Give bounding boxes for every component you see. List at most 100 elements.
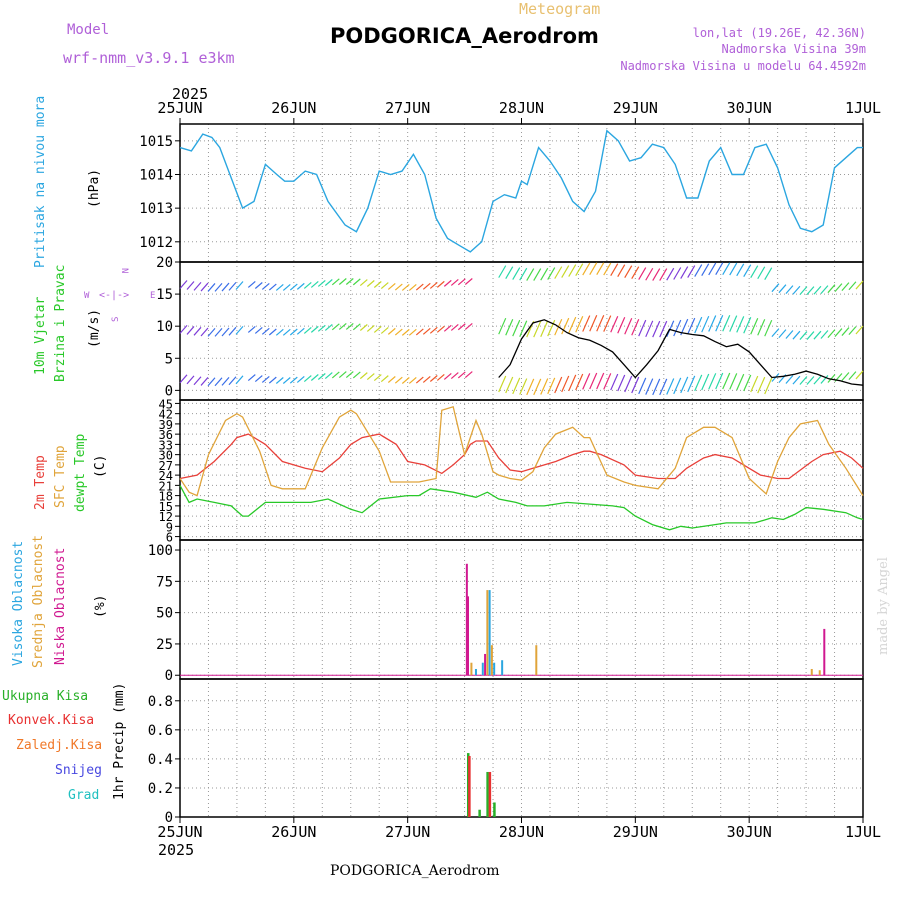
wind-barb	[207, 377, 216, 387]
y-tick-label-precip: 0.2	[148, 781, 173, 797]
wind-barb	[401, 377, 410, 384]
wind-barb	[645, 378, 654, 395]
wind-barb	[596, 262, 605, 275]
y-tick-label-cloud: 0	[165, 668, 173, 684]
wind-barb	[345, 278, 354, 285]
dewpt-line	[179, 485, 864, 531]
wind-barb	[275, 377, 284, 384]
wind-barb	[750, 265, 759, 279]
y-tick-label-pressure: 1012	[139, 235, 173, 251]
wind-barb	[303, 375, 312, 382]
wind-barb	[848, 281, 857, 291]
wind-barb	[422, 375, 431, 383]
conv-precip-label: Konvek.Kisa	[8, 713, 94, 728]
wind-barb	[193, 326, 202, 336]
sfc-temp-label: SFC Temp	[53, 445, 68, 508]
wind-barb	[408, 328, 417, 336]
wind-barb	[764, 319, 773, 337]
cloud-bar-low	[466, 596, 469, 676]
y-tick-label-temperature: 27	[159, 459, 173, 473]
wind-barb	[540, 378, 549, 395]
y-tick-label-cloud: 75	[156, 574, 173, 590]
y-tick-label-precip: 0.8	[148, 694, 173, 710]
y-tick-label-wind: 5	[165, 351, 173, 367]
wind-barb	[282, 328, 291, 336]
wind-barb	[519, 320, 528, 338]
x-tick-label-bottom: 25JUN	[157, 823, 202, 841]
wind-barb	[193, 282, 202, 291]
wind-barb	[848, 371, 857, 380]
y-tick-label-temperature: 39	[159, 418, 173, 432]
wind-barb	[422, 282, 431, 290]
wind-barb	[394, 376, 403, 384]
precip-bar-convective	[468, 755, 471, 817]
y-tick-label-cloud: 25	[156, 637, 173, 653]
wind-barb	[275, 328, 284, 336]
wind-barb	[200, 327, 209, 337]
dewpt-label: dewpt Temp	[73, 434, 88, 512]
wind-barb	[387, 282, 396, 290]
wind-barb	[617, 264, 626, 277]
wind-barb	[638, 377, 647, 395]
wind-barb	[603, 315, 612, 332]
mid-cloud-label: Srednja Oblacnost	[31, 535, 46, 668]
wind-barb	[750, 318, 759, 335]
wind-barb	[221, 282, 230, 292]
wind-barb	[289, 283, 298, 291]
cloud-bar-low	[823, 628, 826, 676]
wind-barb	[568, 264, 577, 277]
wind-barb	[764, 267, 773, 280]
y-tick-label-pressure: 1015	[139, 134, 173, 150]
y-tick-label-temperature: 15	[159, 500, 173, 514]
wind-barb	[673, 377, 682, 395]
cloud-bar-high	[488, 590, 491, 676]
wind-barb	[610, 373, 619, 391]
temp2m-label: 2m Temp	[33, 455, 48, 510]
compass-arrow: <-|->	[99, 290, 129, 301]
wind-barb	[547, 377, 556, 395]
wind-barb	[547, 267, 556, 280]
wind-barb	[841, 372, 850, 381]
wind-barb	[736, 316, 745, 333]
wind-barb	[715, 372, 724, 390]
wind-barb	[228, 326, 237, 336]
wind-barb	[722, 315, 731, 332]
precip-bar-total	[486, 771, 489, 817]
wind-barb	[526, 268, 535, 281]
wind-barb	[694, 316, 703, 334]
wind-barb	[540, 267, 549, 281]
y-tick-label-wind: 10	[156, 319, 173, 335]
wind-barb	[813, 330, 822, 340]
wind-barb	[422, 327, 431, 335]
wind-barb	[561, 317, 570, 335]
wind-barb	[352, 371, 361, 379]
wind-barb	[228, 376, 237, 386]
wind-barb	[596, 372, 605, 390]
wind-barb	[457, 323, 466, 331]
wind-barb	[729, 373, 738, 390]
y-tick-label-temperature: 18	[159, 490, 173, 504]
wind-barb	[380, 327, 389, 334]
wind-barb	[694, 264, 703, 277]
wind-barb	[575, 315, 584, 333]
wind-barb	[743, 264, 752, 277]
wind-barb	[324, 279, 333, 286]
precip-bar-total	[493, 802, 496, 817]
y-tick-label-temperature: 24	[159, 469, 173, 483]
wind-barb	[207, 283, 216, 292]
wind-barb	[214, 283, 223, 292]
pressure-line	[179, 129, 863, 253]
wind-barb	[806, 286, 815, 296]
cloud-bar-mid	[490, 645, 493, 676]
wind-barb	[638, 267, 647, 280]
wind-barb	[617, 374, 626, 392]
wind-barb	[589, 372, 598, 390]
cloud-bar-mid	[810, 668, 813, 676]
wind-barb	[450, 279, 459, 286]
x-tick-label-top: 25JUN	[157, 99, 202, 117]
wind-barb	[659, 268, 668, 281]
wind-barb	[401, 283, 410, 291]
wind-barb	[610, 316, 619, 333]
wind-barb	[457, 371, 466, 379]
year-top: 2025	[172, 85, 208, 103]
